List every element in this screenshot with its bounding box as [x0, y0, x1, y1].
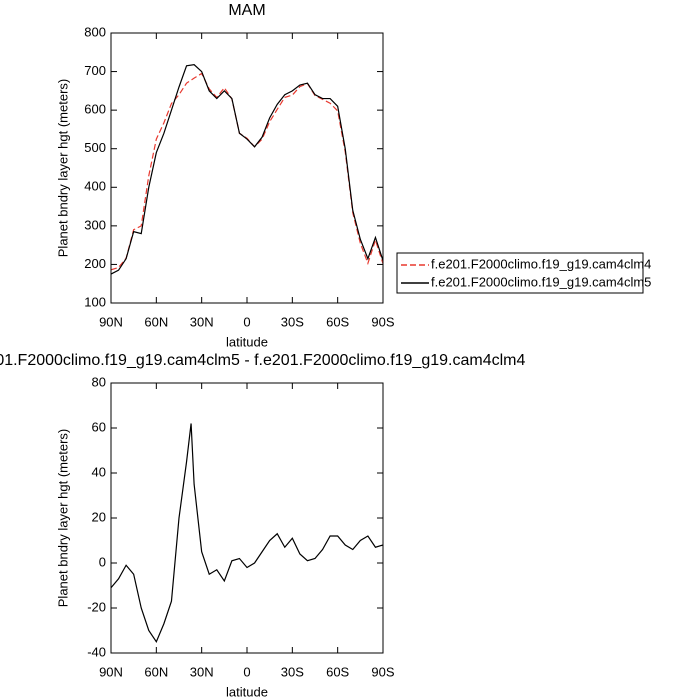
plot-frame	[110, 32, 384, 304]
x-tick-label: 30S	[281, 314, 304, 329]
chart-title: f.e201.F2000climo.f19_g19.cam4clm5 - f.e…	[0, 352, 525, 369]
x-tick-label: 60N	[144, 664, 168, 679]
y-tick-label: 300	[84, 217, 106, 232]
y-tick-label: 20	[92, 509, 106, 524]
y-tick-label: 800	[84, 24, 106, 39]
data-line	[110, 63, 384, 275]
y-tick-label: -20	[87, 599, 106, 614]
x-tick-label: 60N	[144, 314, 168, 329]
legend-label: f.e201.F2000climo.f19_g19.cam4clm5	[431, 274, 651, 289]
x-tick-label: 90S	[371, 664, 394, 679]
data-line	[110, 72, 384, 271]
x-axis-label: latitude	[226, 334, 268, 349]
x-tick-label: 60S	[326, 314, 349, 329]
plot-frame	[110, 382, 384, 654]
y-tick-label: 500	[84, 140, 106, 155]
x-tick-label: 30S	[281, 664, 304, 679]
x-tick-label: 30N	[190, 664, 214, 679]
legend-label: f.e201.F2000climo.f19_g19.cam4clm4	[431, 256, 651, 271]
y-tick-label: 700	[84, 63, 106, 78]
y-tick-label: 80	[92, 374, 106, 389]
y-tick-label: 40	[92, 464, 106, 479]
chart-title: MAM	[228, 2, 265, 19]
x-tick-label: 60S	[326, 664, 349, 679]
y-axis-label: Planet bndry layer hgt (meters)	[55, 79, 70, 257]
x-tick-label: 90N	[99, 664, 123, 679]
y-tick-label: 60	[92, 419, 106, 434]
y-tick-label: 400	[84, 179, 106, 194]
x-tick-label: 0	[243, 664, 250, 679]
y-axis-label: Planet bndry layer hgt (meters)	[55, 429, 70, 607]
x-tick-label: 90N	[99, 314, 123, 329]
x-axis-label: latitude	[226, 684, 268, 699]
x-tick-label: 0	[243, 314, 250, 329]
y-tick-label: 100	[84, 294, 106, 309]
data-line	[110, 423, 384, 644]
x-tick-label: 90S	[371, 314, 394, 329]
x-tick-label: 30N	[190, 314, 214, 329]
y-tick-label: 600	[84, 102, 106, 117]
y-tick-label: 0	[99, 554, 106, 569]
legend-box	[396, 252, 644, 294]
y-tick-label: 200	[84, 256, 106, 271]
y-tick-label: -40	[87, 644, 106, 659]
